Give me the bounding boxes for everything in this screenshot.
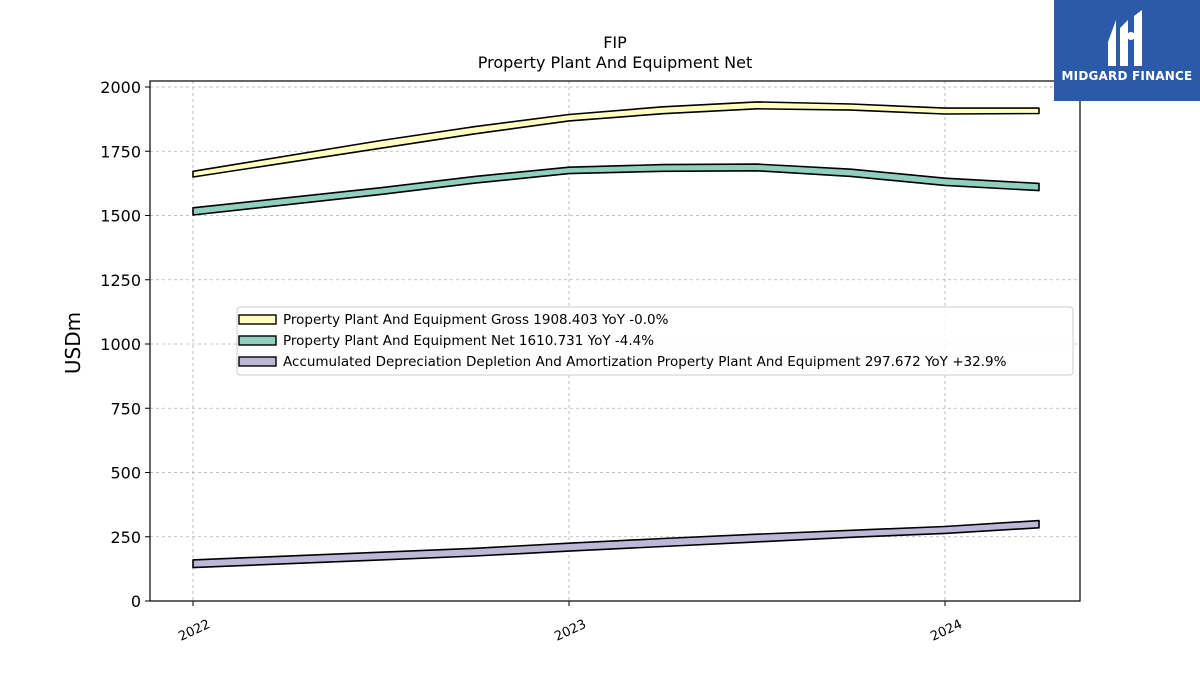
logo-text: MIDGARD FINANCE bbox=[1061, 69, 1193, 83]
legend-label-3: Accumulated Depreciation Depletion And A… bbox=[283, 354, 1007, 370]
chart-subtitle: Property Plant And Equipment Net bbox=[478, 53, 753, 72]
y-tick-label: 2000 bbox=[100, 78, 141, 97]
brand-logo: MIDGARD FINANCE bbox=[1054, 0, 1200, 101]
legend-swatch-1 bbox=[238, 314, 277, 325]
series-band-1 bbox=[192, 101, 1040, 178]
series-band-2 bbox=[192, 163, 1040, 216]
y-tick-label: 250 bbox=[110, 528, 141, 547]
y-tick-label: 750 bbox=[110, 399, 141, 418]
plot-frame bbox=[149, 80, 1081, 602]
series-group bbox=[192, 101, 1040, 569]
legend-label-1: Property Plant And Equipment Gross 1908.… bbox=[283, 312, 669, 328]
x-tick-label: 2024 bbox=[928, 617, 964, 645]
legend-label-2: Property Plant And Equipment Net 1610.73… bbox=[283, 333, 654, 349]
y-tick-label: 1000 bbox=[100, 335, 141, 354]
x-tick-label: 2023 bbox=[552, 617, 588, 645]
legend-swatch-3 bbox=[238, 356, 277, 367]
chart-title: FIP bbox=[603, 33, 627, 52]
y-tick-label: 0 bbox=[131, 592, 141, 611]
y-tick-label: 1750 bbox=[100, 142, 141, 161]
series-band-3 bbox=[192, 519, 1040, 569]
x-tick-label: 2022 bbox=[176, 617, 212, 645]
y-tick-label: 1500 bbox=[100, 207, 141, 226]
y-axis-label: USDm bbox=[61, 312, 85, 374]
y-tick-label: 1250 bbox=[100, 271, 141, 290]
y-ticks: 0 250 500 750 1000 1250 1500 1750 2000 bbox=[100, 78, 150, 611]
legend-swatch-2 bbox=[238, 335, 277, 346]
x-ticks: 2022 2023 2024 bbox=[176, 601, 965, 645]
y-tick-label: 500 bbox=[110, 464, 141, 483]
legend-box bbox=[236, 306, 1074, 376]
logo-mark-icon bbox=[1108, 10, 1142, 66]
legend: Property Plant And Equipment Gross 1908.… bbox=[236, 306, 1074, 376]
